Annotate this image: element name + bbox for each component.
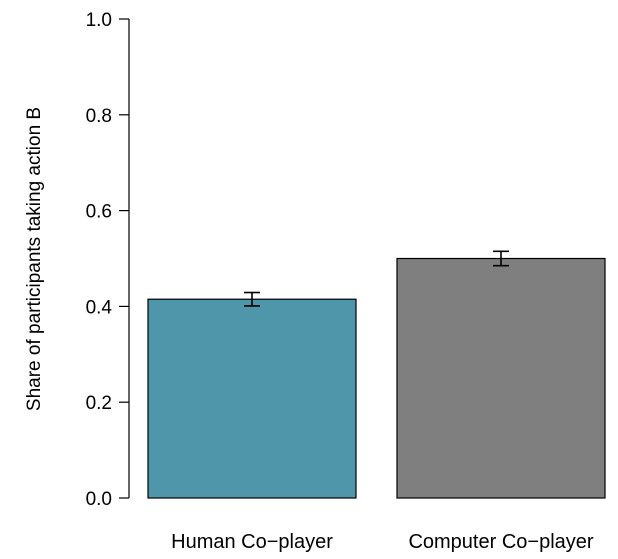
y-tick-label: 1.0	[86, 10, 112, 31]
bar-computer	[396, 257, 606, 499]
y-tick-label: 0.8	[86, 106, 112, 127]
category-labels: Human Co−player Computer Co−player	[171, 531, 594, 553]
category-label: Computer Co−player	[408, 531, 593, 553]
bars	[147, 250, 606, 499]
y-tick-label: 0.2	[86, 393, 112, 414]
y-axis-ticks: 0.0 0.2 0.4 0.6 0.8 1.0	[86, 10, 129, 510]
bar-human	[147, 298, 357, 499]
y-tick-label: 0.6	[86, 202, 112, 223]
y-tick-label: 0.4	[86, 297, 113, 318]
y-axis-title: Share of participants taking action B	[24, 107, 45, 411]
y-tick-label: 0.0	[86, 489, 112, 510]
category-label: Human Co−player	[171, 531, 333, 553]
